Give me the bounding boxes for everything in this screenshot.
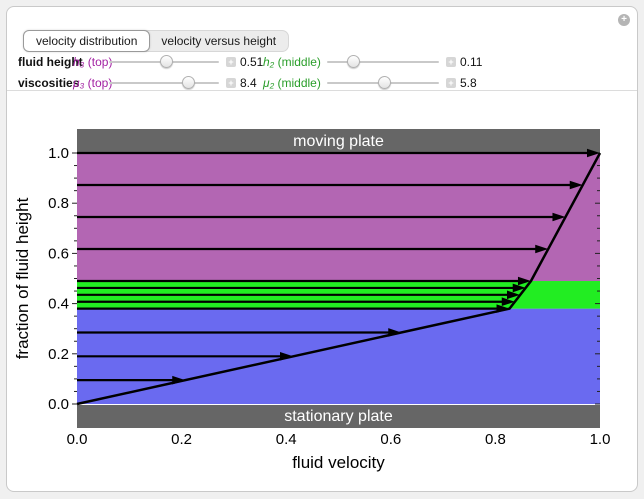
view-setter-bar: velocity distribution velocity versus he…	[23, 30, 290, 52]
h2-slider-thumb[interactable]	[347, 55, 361, 68]
fluid-height-row: fluid height h₃ (top) + 0.51 h₂ (middle)…	[18, 52, 628, 72]
mu2-label: μ₂ (middle)	[263, 73, 321, 93]
velocity-arrow-head	[535, 244, 549, 254]
h2-slider[interactable]	[327, 55, 439, 68]
mu3-slider-thumb[interactable]	[181, 76, 195, 89]
velocity-arrow-head	[506, 290, 520, 300]
mu2-value: 5.8	[460, 76, 477, 90]
h3-symbol: h₃	[73, 55, 85, 69]
velocity-arrow-head	[517, 276, 531, 286]
velocity-arrow-head	[501, 297, 515, 307]
mu2-symbol: μ₂	[263, 76, 275, 90]
mu2-suffix: (middle)	[274, 76, 321, 90]
mu3-expand-icon[interactable]: +	[226, 78, 236, 88]
x-tick-label: 1.0	[590, 431, 611, 448]
mu3-suffix: (top)	[84, 76, 113, 90]
y-tick-label: 0.2	[48, 346, 69, 363]
mu3-slider[interactable]	[109, 76, 219, 89]
moving-plate-label: moving plate	[293, 133, 384, 150]
x-tick-label: 0.0	[67, 431, 88, 448]
h3-value: 0.51	[240, 55, 264, 69]
more-options-icon[interactable]: +	[618, 14, 630, 26]
x-tick-label: 0.6	[380, 431, 401, 448]
mu2-slider[interactable]	[327, 76, 439, 89]
velocity-arrow-head	[512, 283, 526, 293]
manipulate-panel: + velocity distribution velocity versus …	[6, 6, 638, 492]
y-tick-label: 0.6	[48, 245, 69, 262]
controls-plot-divider	[7, 90, 637, 91]
h3-suffix: (top)	[84, 55, 113, 69]
velocity-arrow-head	[552, 212, 566, 222]
mu3-label: μ₃ (top)	[73, 73, 112, 93]
velocity-profile-chart: 0.0 0.2 0.4 0.6 0.8 1.0 0.0 0.2 0.4 0.6 0.8 1.0 movi…	[13, 129, 611, 472]
tab-velocity-versus-height[interactable]: velocity versus height	[161, 34, 277, 48]
y-tick-label: 0.4	[48, 296, 69, 313]
h2-expand-icon[interactable]: +	[446, 57, 456, 67]
mu3-value: 8.4	[240, 76, 257, 90]
stationary-plate	[77, 405, 600, 428]
h2-symbol: h₂	[263, 55, 275, 69]
x-tick-label: 0.4	[276, 431, 297, 448]
h3-slider[interactable]	[109, 55, 219, 68]
tab-velocity-distribution[interactable]: velocity distribution	[23, 30, 151, 52]
h3-expand-icon[interactable]: +	[226, 57, 236, 67]
mu2-slider-thumb[interactable]	[377, 76, 391, 89]
velocity-arrow-head	[587, 148, 600, 158]
x-tick-label: 0.8	[485, 431, 506, 448]
h3-slider-thumb[interactable]	[159, 55, 173, 68]
x-axis-label: fluid velocity	[292, 453, 385, 472]
y-tick-label: 0.8	[48, 195, 69, 212]
stationary-plate-label: stationary plate	[284, 408, 393, 425]
y-axis-label: fraction of fluid height	[13, 197, 32, 359]
h2-suffix: (middle)	[274, 55, 321, 69]
moving-plate	[77, 129, 600, 153]
viscosities-row: viscosities μ₃ (top) + 8.4 μ₂ (middle) +…	[18, 73, 628, 93]
fluid-height-label: fluid height	[18, 55, 83, 69]
viscosities-label: viscosities	[18, 76, 80, 90]
mu2-expand-icon[interactable]: +	[446, 78, 456, 88]
y-tick-label: 1.0	[48, 145, 69, 162]
x-tick-label: 0.2	[171, 431, 192, 448]
mu3-symbol: μ₃	[73, 76, 85, 90]
velocity-arrow-head	[569, 180, 583, 190]
h2-value: 0.11	[460, 55, 483, 69]
y-tick-label: 0.0	[48, 396, 69, 413]
h2-label: h₂ (middle)	[263, 52, 321, 72]
velocity-profile-line	[76, 152, 602, 406]
h3-label: h₃ (top)	[73, 52, 112, 72]
